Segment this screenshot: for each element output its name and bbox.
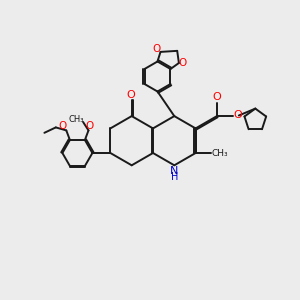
Text: N: N xyxy=(170,166,178,176)
Text: O: O xyxy=(86,121,94,131)
Text: O: O xyxy=(212,92,221,103)
Text: O: O xyxy=(153,44,161,55)
Text: O: O xyxy=(233,110,242,120)
Text: CH₃: CH₃ xyxy=(211,148,228,158)
Text: O: O xyxy=(58,121,67,131)
Text: CH₃: CH₃ xyxy=(69,115,84,124)
Text: H: H xyxy=(171,172,178,182)
Text: O: O xyxy=(127,89,136,100)
Text: O: O xyxy=(178,58,187,68)
